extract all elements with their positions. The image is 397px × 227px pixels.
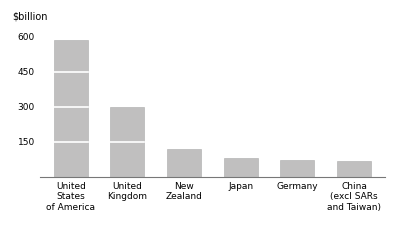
Bar — [224, 158, 258, 177]
Bar — [110, 107, 145, 177]
Bar — [54, 40, 88, 177]
Bar — [337, 161, 371, 177]
Text: $billion: $billion — [12, 11, 48, 21]
Bar — [167, 149, 201, 177]
Bar — [280, 160, 314, 177]
